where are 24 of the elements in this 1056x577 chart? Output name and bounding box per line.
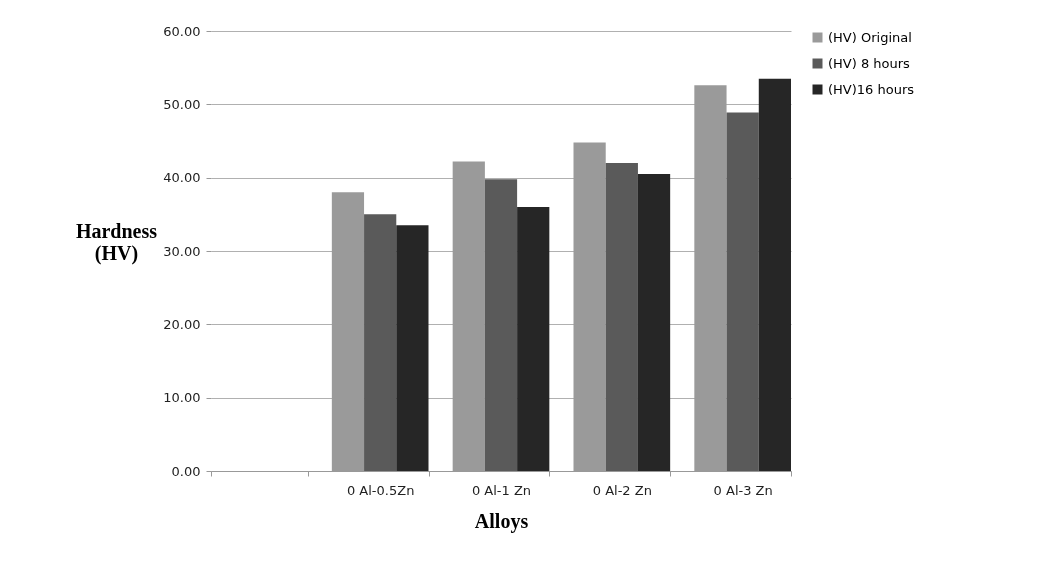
y-tick-label: 60.00 [163, 23, 201, 39]
x-tick-label: 0 Al-2 Zn [592, 482, 652, 498]
bar [396, 225, 429, 471]
legend-label: (HV) Original [828, 29, 912, 45]
y-tick-label: 10.00 [163, 390, 201, 406]
y-tick-label: 50.00 [163, 96, 201, 112]
x-tick-label: 0 Al-0.5Zn [346, 482, 415, 498]
y-tick-label: 20.00 [163, 316, 201, 332]
x-tick-label: 0 Al-3 Zn [713, 482, 773, 498]
bar [364, 214, 397, 471]
bar [758, 78, 791, 471]
legend-label: (HV) 8 hours [828, 55, 911, 71]
x-axis-title: Alloys [474, 509, 529, 533]
y-tick-label: 30.00 [163, 243, 201, 259]
bar [605, 163, 638, 471]
bar [637, 174, 671, 471]
y-tick-label: 0.00 [171, 463, 201, 479]
x-tick-label: 0 Al-1 Zn [471, 482, 532, 498]
bar [484, 179, 518, 471]
legend-label: (HV)16 hours [828, 81, 915, 97]
bar [726, 112, 759, 471]
y-axis-title: Hardness (HV) [75, 219, 158, 265]
y-tick-label: 40.00 [163, 170, 201, 186]
bar [517, 207, 550, 471]
